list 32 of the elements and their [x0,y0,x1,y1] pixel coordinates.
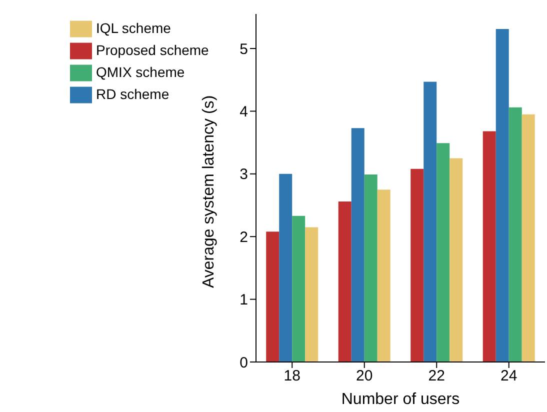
y-tick-label: 2 [240,228,248,246]
y-tick-label: 3 [240,166,248,184]
y-tick-label: 4 [240,104,248,121]
bar [292,216,306,362]
bar [410,168,424,362]
bar [482,131,496,362]
bar [377,190,390,362]
bar [522,114,535,362]
bar [364,174,378,362]
bar [305,227,318,362]
y-tick-label: 0 [240,354,248,372]
x-tick-label: 18 [284,368,300,385]
legend-label: QMIX scheme [96,64,185,80]
x-axis-title: Number of users [341,391,460,408]
bar [351,128,364,362]
x-tick-label: 20 [356,368,373,385]
y-tick-label: 1 [240,292,248,309]
bar [424,82,437,362]
x-tick-label: 22 [428,368,445,385]
bar [279,174,292,362]
y-axis-title: Average system latency (s) [200,95,218,288]
bar [496,29,509,362]
bar [436,143,450,362]
bar [266,232,280,362]
legend-label: Proposed scheme [96,42,209,58]
bar [450,158,463,362]
bar [508,107,522,362]
legend-label: RD scheme [96,86,170,102]
x-tick-label: 24 [500,368,518,385]
legend-label: IQL scheme [96,20,171,36]
y-tick-label: 5 [240,40,248,58]
bar [338,201,352,362]
